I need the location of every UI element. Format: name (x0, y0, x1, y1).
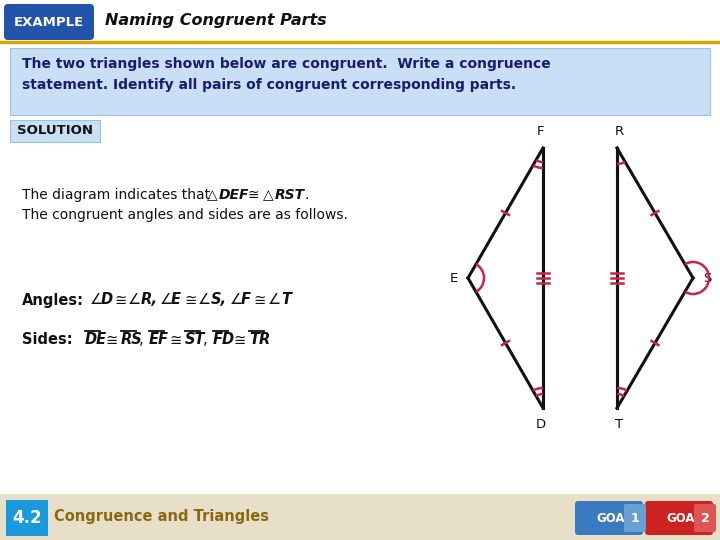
Text: ,: , (139, 333, 143, 348)
Text: ∠: ∠ (128, 293, 141, 307)
Text: EF: EF (149, 333, 169, 348)
Text: The two triangles shown below are congruent.  Write a congruence: The two triangles shown below are congru… (22, 57, 551, 71)
Text: ≅: ≅ (114, 293, 126, 307)
FancyBboxPatch shape (6, 500, 48, 536)
FancyBboxPatch shape (645, 501, 713, 535)
FancyBboxPatch shape (575, 501, 643, 535)
Text: Angles:: Angles: (22, 293, 84, 307)
Text: 4.2: 4.2 (12, 509, 42, 527)
Text: ∠: ∠ (160, 293, 173, 307)
Text: ST: ST (185, 333, 205, 348)
Text: DEF: DEF (219, 188, 250, 202)
Text: F: F (537, 125, 545, 138)
Text: T: T (281, 293, 291, 307)
Text: RS: RS (121, 333, 143, 348)
Text: SOLUTION: SOLUTION (17, 125, 93, 138)
Text: TR: TR (249, 333, 270, 348)
FancyBboxPatch shape (4, 4, 94, 40)
Text: S: S (703, 272, 711, 285)
Text: ≅: ≅ (169, 333, 181, 348)
Text: D: D (536, 418, 546, 431)
Text: ≅: ≅ (253, 293, 265, 307)
Text: ∠: ∠ (198, 293, 211, 307)
FancyBboxPatch shape (10, 48, 710, 115)
Text: ≅: ≅ (184, 293, 197, 307)
Text: ,: , (203, 333, 207, 348)
Text: E: E (171, 293, 181, 307)
Text: ∠: ∠ (90, 293, 103, 307)
FancyBboxPatch shape (10, 120, 100, 142)
Text: FD: FD (213, 333, 235, 348)
FancyBboxPatch shape (694, 504, 716, 532)
FancyBboxPatch shape (0, 0, 720, 42)
Text: The diagram indicates that: The diagram indicates that (22, 188, 215, 202)
Text: Congruence and Triangles: Congruence and Triangles (54, 510, 269, 524)
Text: Naming Congruent Parts: Naming Congruent Parts (105, 14, 327, 29)
Text: EXAMPLE: EXAMPLE (14, 16, 84, 29)
FancyBboxPatch shape (0, 0, 720, 42)
Text: ∠: ∠ (230, 293, 243, 307)
Text: ≅: ≅ (248, 188, 260, 202)
Text: The congruent angles and sides are as follows.: The congruent angles and sides are as fo… (22, 208, 348, 222)
Text: ≅: ≅ (105, 333, 117, 348)
Text: DE: DE (85, 333, 107, 348)
Text: 2: 2 (701, 511, 709, 524)
FancyBboxPatch shape (0, 494, 720, 540)
Text: △: △ (263, 188, 274, 202)
Text: R: R (614, 125, 624, 138)
Text: 1: 1 (631, 511, 639, 524)
Text: R,: R, (141, 293, 158, 307)
Text: RST: RST (275, 188, 305, 202)
Text: GOAL: GOAL (666, 511, 702, 524)
Text: E: E (450, 272, 458, 285)
FancyBboxPatch shape (624, 504, 646, 532)
Text: T: T (615, 418, 623, 431)
Text: Sides:: Sides: (22, 333, 73, 348)
Text: ∠: ∠ (268, 293, 281, 307)
Text: F: F (241, 293, 251, 307)
Text: S,: S, (211, 293, 227, 307)
Text: statement. Identify all pairs of congruent corresponding parts.: statement. Identify all pairs of congrue… (22, 78, 516, 92)
Text: △: △ (207, 188, 217, 202)
Text: .: . (304, 188, 308, 202)
Text: D: D (101, 293, 113, 307)
Text: ≅: ≅ (233, 333, 246, 348)
Text: GOAL: GOAL (596, 511, 632, 524)
